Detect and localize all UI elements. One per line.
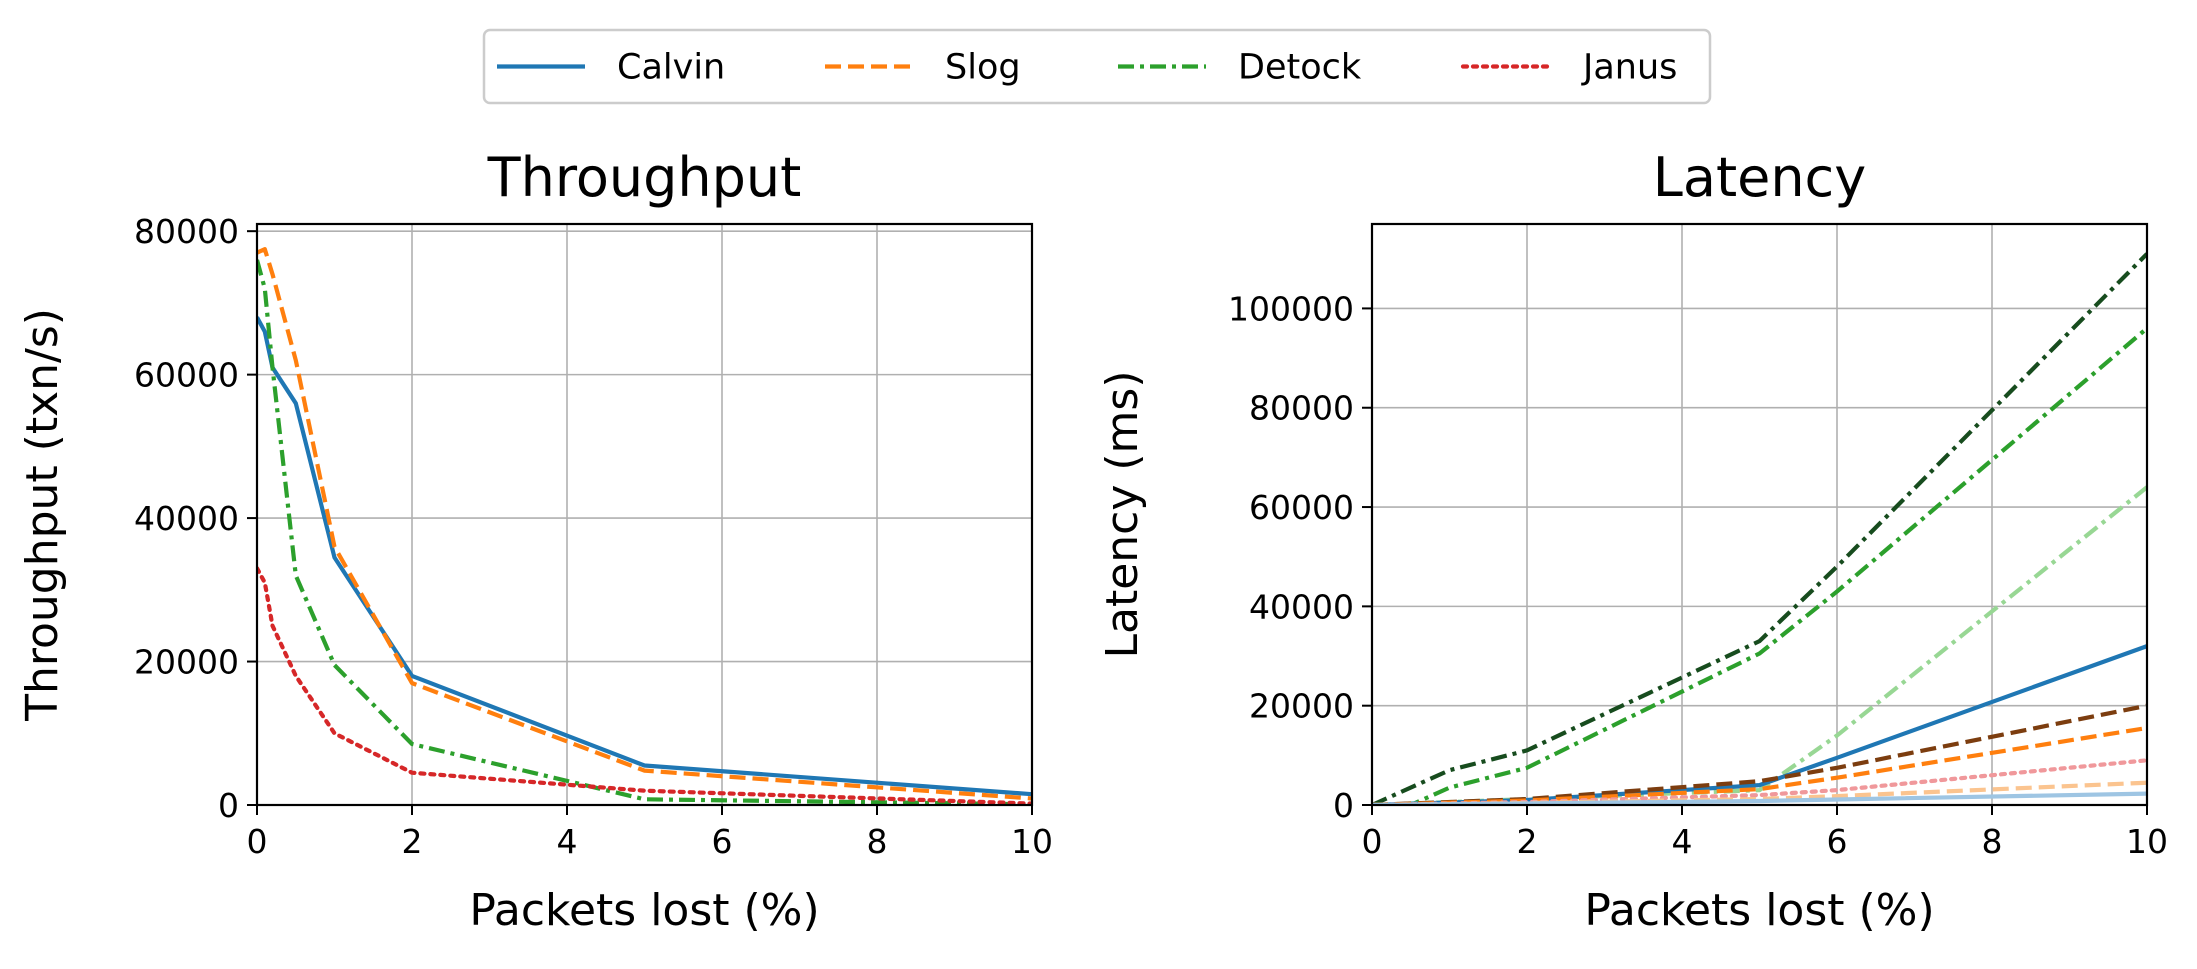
- axes-frame: [1370, 222, 2149, 807]
- x-axis-label: Packets lost (%): [469, 885, 819, 936]
- x-axis-label: Packets lost (%): [1584, 885, 1934, 936]
- axes-frame: [255, 222, 1034, 807]
- series-line-4: [1372, 644, 2147, 805]
- x-tick-label: 0: [1362, 822, 1383, 861]
- x-tick-label: 6: [1827, 822, 1848, 861]
- legend: Calvin Slog Detock Janus: [482, 28, 1712, 105]
- x-tick-label: 6: [712, 822, 733, 861]
- y-tick-label: 0: [1333, 786, 1354, 825]
- series-line-janus: [257, 566, 1032, 805]
- y-tick-label: 80000: [1249, 389, 1354, 428]
- x-tick-label: 10: [2126, 822, 2168, 861]
- series-line-6: [1372, 725, 2147, 805]
- chart-title: Throughput: [487, 146, 802, 209]
- y-tick-label: 60000: [134, 356, 239, 395]
- y-axis-label: Throughput (txn/s): [17, 308, 68, 722]
- y-tick-label: 20000: [1249, 687, 1354, 726]
- y-tick-label: 20000: [134, 643, 239, 682]
- x-tick-label: 2: [1517, 822, 1538, 861]
- y-tick-label: 40000: [1249, 587, 1354, 626]
- latency-chart: 0 2 4 6 8 10 0 20000 40000 60000 80000 100000 Latenc…: [1097, 146, 2168, 936]
- series-line-detock: [257, 259, 1032, 805]
- x-tick-label: 2: [402, 822, 423, 861]
- series-line-2: [1372, 326, 2147, 805]
- series-line-slog: [257, 247, 1032, 801]
- y-tick-label: 60000: [1249, 488, 1354, 527]
- series-group: [257, 247, 1032, 805]
- legend-label-calvin: Calvin: [617, 48, 725, 88]
- x-tick-label: 4: [1672, 822, 1693, 861]
- x-tick-label: 10: [1011, 822, 1053, 861]
- series-line-1: [1372, 252, 2147, 805]
- y-axis-label: Latency (ms): [1097, 370, 1148, 658]
- y-tick-label: 100000: [1228, 289, 1354, 328]
- legend-label-slog: Slog: [945, 48, 1021, 88]
- y-tick-label: 80000: [134, 212, 239, 251]
- y-tick-label: 40000: [134, 499, 239, 538]
- series-line-7: [1372, 758, 2147, 805]
- series-line-3: [1372, 485, 2147, 805]
- x-tick-label: 4: [557, 822, 578, 861]
- legend-label-detock: Detock: [1238, 48, 1362, 88]
- legend-box: [482, 28, 1712, 105]
- x-tick-label: 8: [867, 822, 888, 861]
- legend-label-janus: Janus: [1581, 48, 1677, 88]
- series-line-calvin: [257, 316, 1032, 797]
- x-tick-label: 8: [1982, 822, 2003, 861]
- series-group: [1372, 252, 2147, 805]
- throughput-chart: 0 2 4 6 8 10 0 20000 40000 60000 80000 Throughput Pa…: [17, 146, 1053, 936]
- chart-title: Latency: [1653, 146, 1866, 209]
- y-tick-label: 0: [218, 786, 239, 825]
- x-tick-label: 0: [247, 822, 268, 861]
